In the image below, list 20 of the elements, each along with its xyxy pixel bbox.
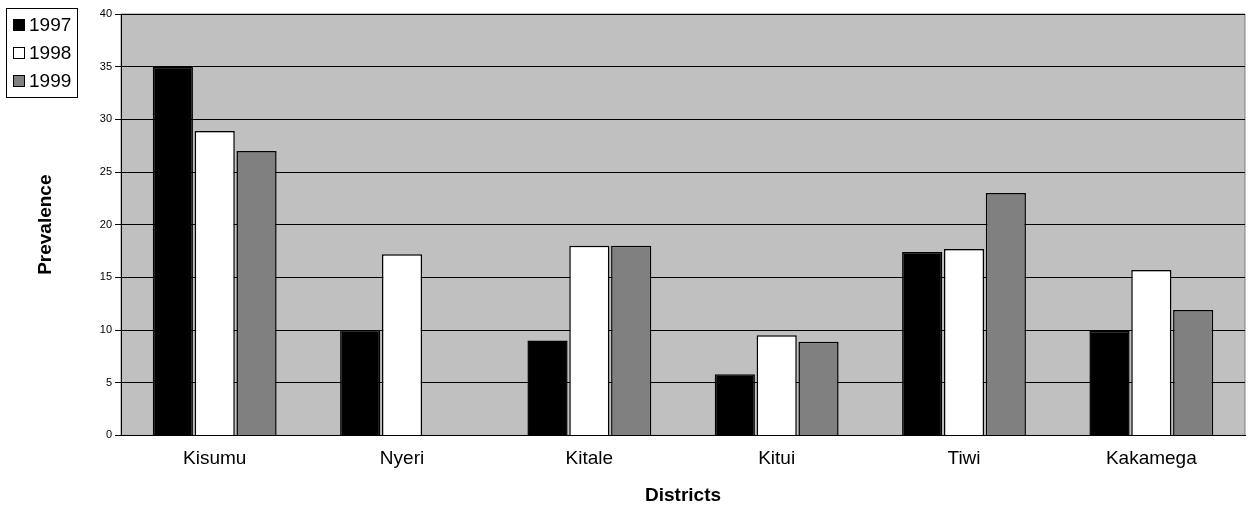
x-tick-label: Kakamega bbox=[1105, 447, 1198, 469]
legend-label: 1999 bbox=[29, 70, 72, 92]
legend-label: 1997 bbox=[29, 14, 72, 36]
y-tick-label: 10 bbox=[99, 323, 113, 336]
x-tick-label: Tiwi bbox=[947, 447, 981, 469]
y-tick-label: 40 bbox=[99, 7, 113, 20]
y-tick-label: 30 bbox=[99, 112, 113, 125]
x-axis-title: Districts bbox=[645, 483, 722, 505]
x-tick-label: Kitui bbox=[758, 447, 796, 469]
y-tick-label: 5 bbox=[105, 375, 113, 388]
x-tick-label: Nyeri bbox=[379, 447, 425, 469]
x-tick-label: Kisumu bbox=[183, 447, 247, 469]
y-tick-label: 25 bbox=[99, 165, 113, 178]
y-tick-label: 20 bbox=[99, 217, 113, 230]
x-tick-label: Kitale bbox=[565, 447, 614, 469]
y-axis-title: Prevalence bbox=[33, 174, 55, 275]
legend-label: 1998 bbox=[29, 42, 72, 64]
y-tick-label: 35 bbox=[99, 59, 113, 72]
y-tick-label: 0 bbox=[105, 428, 113, 441]
y-tick-label: 15 bbox=[99, 270, 113, 283]
